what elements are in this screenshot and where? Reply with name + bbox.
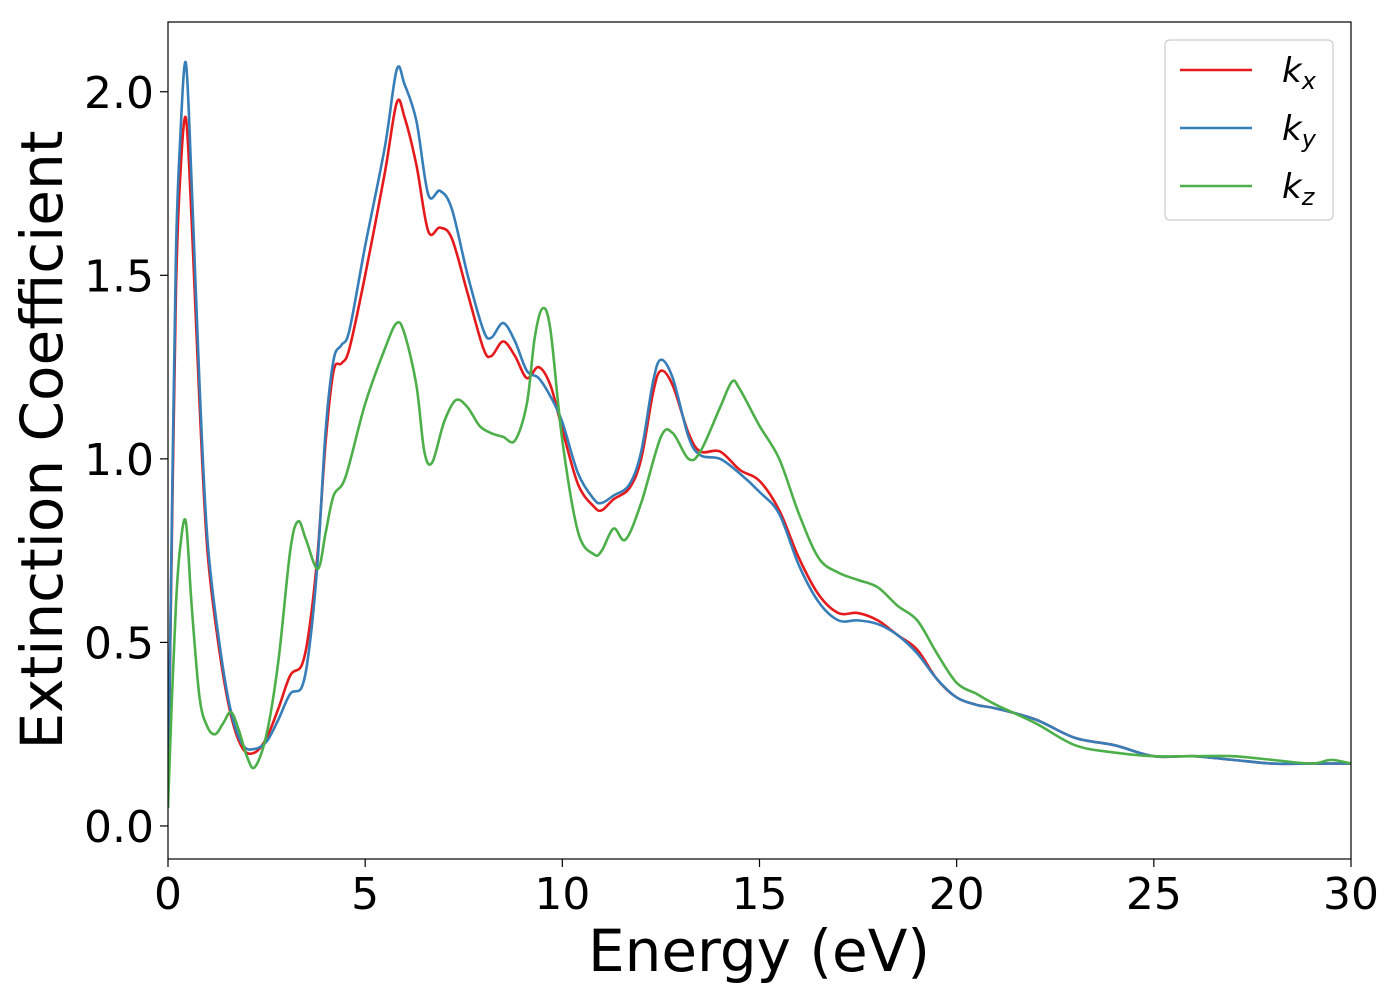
series-line-ky	[168, 61, 1351, 808]
y-tick-label: 0.5	[84, 618, 154, 669]
legend-label-kz: kz	[1282, 167, 1316, 211]
legend-label-ky: ky	[1282, 109, 1317, 153]
x-axis-ticks: 0 5 10 15 20 25 30	[154, 859, 1379, 920]
x-tick-label: 10	[534, 869, 590, 920]
x-axis-title: Energy (eV)	[588, 917, 930, 985]
x-tick-label: 5	[351, 869, 379, 920]
plot-background	[168, 22, 1351, 859]
y-axis-title: Extinction Coefficient	[8, 131, 76, 750]
y-tick-label: 1.5	[84, 251, 154, 302]
x-tick-label: 20	[929, 869, 985, 920]
y-tick-label: 1.0	[84, 435, 154, 486]
y-axis-ticks: 0.0 0.5 1.0 1.5 2.0	[84, 68, 168, 853]
legend-box	[1164, 39, 1334, 221]
x-tick-label: 15	[732, 869, 788, 920]
x-tick-label: 0	[154, 869, 182, 920]
legend-label-kx: kx	[1282, 51, 1317, 95]
series-line-kz	[168, 306, 1351, 808]
y-tick-label: 2.0	[84, 68, 154, 119]
legend: kx ky kz	[1164, 39, 1334, 221]
x-tick-label: 30	[1323, 869, 1379, 920]
series-layer	[168, 61, 1351, 808]
y-tick-label: 0.0	[84, 802, 154, 853]
x-tick-label: 25	[1126, 869, 1182, 920]
